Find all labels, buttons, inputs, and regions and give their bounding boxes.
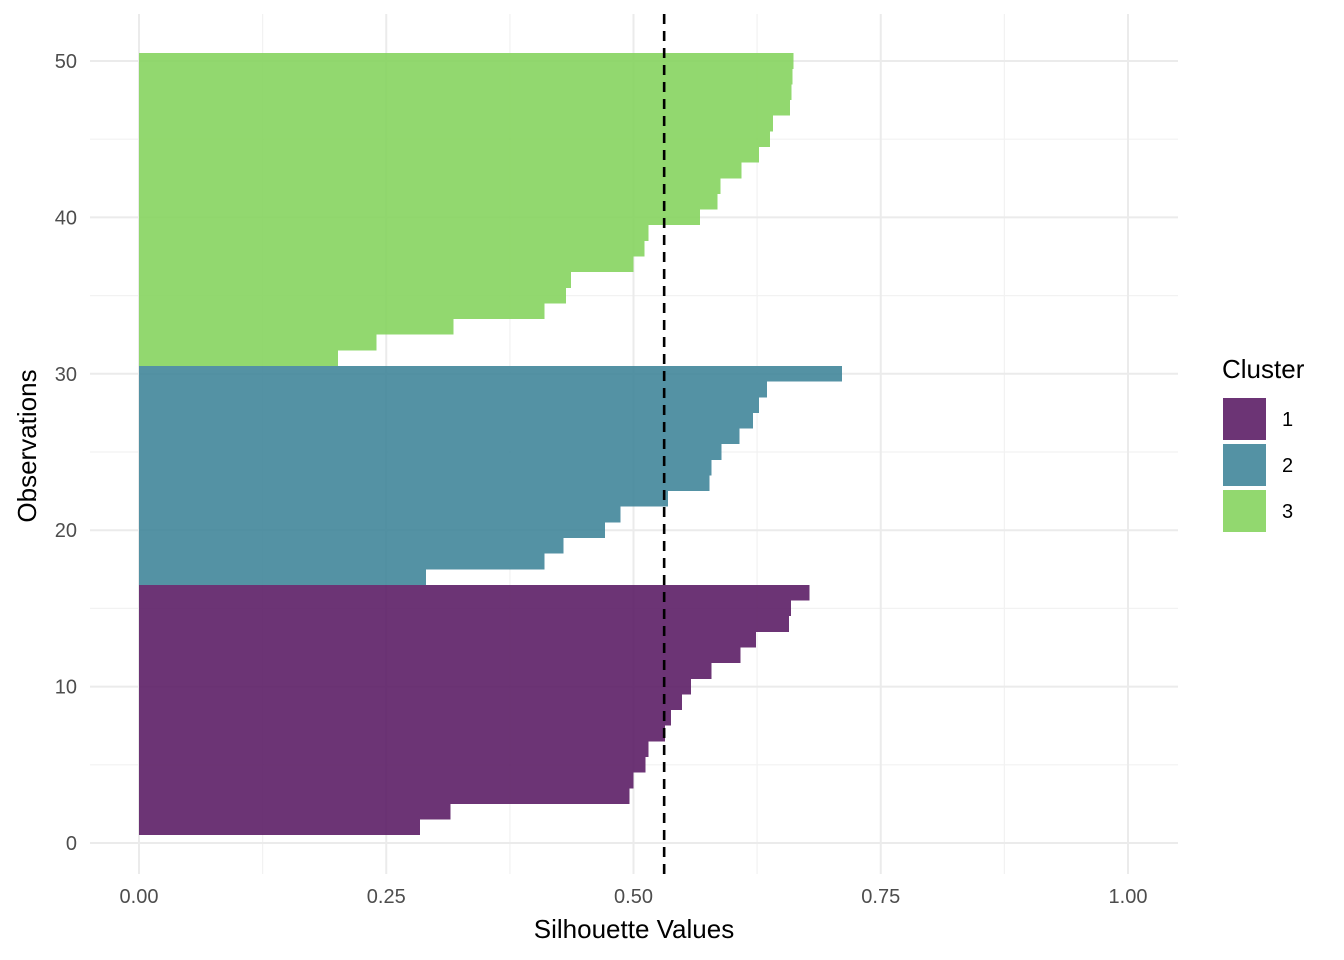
bar-cluster-3-obs-36	[139, 272, 572, 288]
x-tick-label: 0.25	[367, 886, 406, 908]
y-tick-label: 40	[55, 207, 77, 229]
y-tick-label: 10	[55, 677, 77, 699]
y-tick-label: 0	[66, 833, 77, 855]
bar-cluster-1-obs-14	[139, 616, 789, 632]
bar-cluster-3-obs-49	[139, 68, 793, 85]
legend-label-1: 1	[1282, 409, 1293, 431]
bar-cluster-3-obs-38	[139, 240, 645, 257]
x-axis-ticks: 0.00 0.25 0.50 0.75 1.00	[120, 886, 1148, 908]
bar-cluster-1-obs-8	[139, 710, 672, 726]
legend-key-2	[1223, 444, 1266, 486]
bar-cluster-3-obs-32	[139, 334, 377, 351]
bar-cluster-1-obs-9	[139, 694, 682, 711]
x-tick-label: 1.00	[1109, 886, 1148, 908]
bar-cluster-3-obs-45	[139, 131, 770, 148]
legend-label-3: 3	[1282, 501, 1293, 523]
bar-cluster-3-obs-43	[139, 162, 742, 179]
bar-cluster-3-obs-39	[139, 225, 649, 241]
bar-cluster-2-obs-23	[139, 475, 710, 492]
bar-cluster-1-obs-1	[139, 819, 420, 836]
x-tick-label: 0.50	[614, 886, 653, 908]
x-tick-label: 0.75	[861, 886, 900, 908]
legend-items: 1 2 3	[1223, 398, 1293, 532]
bar-cluster-2-obs-17	[139, 569, 426, 585]
bar-cluster-2-obs-24	[139, 459, 712, 476]
bar-cluster-1-obs-12	[139, 647, 741, 664]
bar-cluster-2-obs-30	[139, 365, 843, 382]
y-tick-label: 50	[55, 51, 77, 73]
bar-cluster-1-obs-15	[139, 600, 791, 617]
bar-cluster-3-obs-48	[139, 84, 792, 101]
bar-cluster-3-obs-50	[139, 53, 794, 69]
bar-cluster-2-obs-28	[139, 397, 760, 413]
legend: Cluster 1 2 3	[1222, 354, 1305, 532]
bar-cluster-2-obs-25	[139, 444, 722, 460]
y-axis-ticks: 0 10 20 30 40 50	[55, 51, 77, 855]
x-axis-title: Silhouette Values	[534, 914, 734, 944]
legend-key-3	[1223, 490, 1266, 532]
bar-cluster-1-obs-3	[139, 788, 630, 804]
legend-label-2: 2	[1282, 455, 1293, 477]
bar-cluster-1-obs-13	[139, 631, 757, 648]
bar-cluster-1-obs-6	[139, 741, 649, 757]
bar-cluster-1-obs-16	[139, 584, 810, 601]
bar-cluster-3-obs-47	[139, 100, 790, 116]
y-tick-label: 20	[55, 520, 77, 542]
bar-cluster-2-obs-19	[139, 538, 564, 554]
bar-cluster-3-obs-42	[139, 178, 721, 194]
bar-cluster-3-obs-34	[139, 303, 545, 320]
bar-cluster-3-obs-46	[139, 115, 773, 132]
bar-cluster-1-obs-11	[139, 663, 712, 679]
bar-cluster-3-obs-33	[139, 319, 454, 335]
x-tick-label: 0.00	[120, 886, 159, 908]
bar-cluster-3-obs-41	[139, 193, 718, 210]
bar-cluster-3-obs-31	[139, 350, 338, 366]
y-axis-title: Observations	[12, 369, 42, 522]
bar-cluster-2-obs-22	[139, 491, 669, 507]
bar-cluster-1-obs-7	[139, 725, 666, 742]
bar-cluster-2-obs-27	[139, 412, 754, 429]
bar-cluster-3-obs-35	[139, 287, 567, 304]
bar-cluster-2-obs-29	[139, 381, 768, 398]
legend-key-1	[1223, 398, 1266, 440]
bar-cluster-2-obs-21	[139, 506, 621, 523]
bar-cluster-2-obs-18	[139, 553, 545, 570]
bar-cluster-1-obs-2	[139, 803, 451, 820]
bar-cluster-3-obs-40	[139, 209, 700, 226]
bar-cluster-1-obs-4	[139, 772, 634, 789]
bar-cluster-1-obs-10	[139, 678, 691, 695]
bar-cluster-2-obs-20	[139, 522, 605, 539]
bar-cluster-1-obs-5	[139, 756, 646, 773]
bar-cluster-2-obs-26	[139, 428, 740, 445]
legend-title: Cluster	[1222, 354, 1305, 384]
y-tick-label: 30	[55, 364, 77, 386]
bars	[139, 53, 843, 836]
bar-cluster-3-obs-37	[139, 256, 634, 273]
bar-cluster-3-obs-44	[139, 147, 760, 163]
